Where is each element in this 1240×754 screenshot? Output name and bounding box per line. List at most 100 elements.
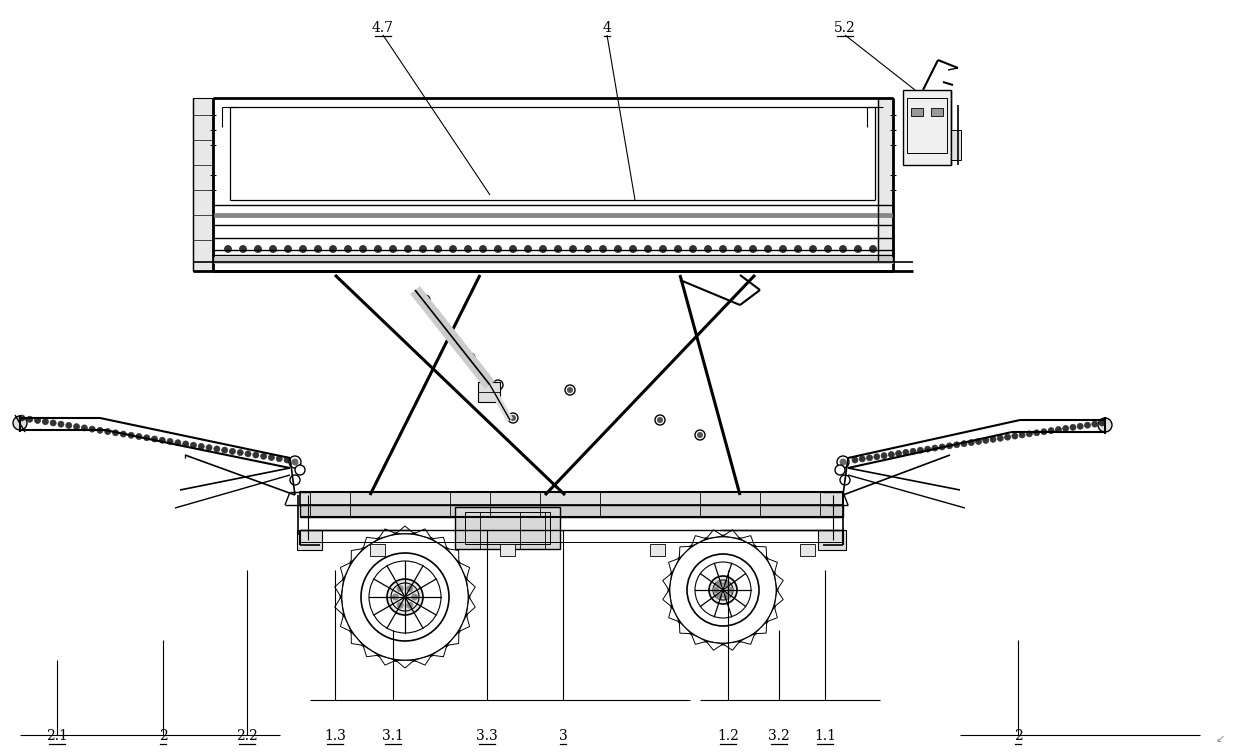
Circle shape [58,421,64,428]
Circle shape [810,246,816,253]
Polygon shape [774,573,784,590]
Circle shape [765,246,771,253]
Circle shape [584,246,591,253]
Text: 2.1: 2.1 [46,729,68,743]
Polygon shape [459,615,470,632]
Circle shape [19,415,25,421]
Circle shape [903,449,909,455]
Circle shape [835,465,844,475]
Polygon shape [680,622,691,633]
Bar [193,98,213,271]
Circle shape [694,430,706,440]
Polygon shape [446,549,459,562]
Circle shape [330,246,336,253]
Circle shape [136,434,141,440]
Circle shape [1040,429,1047,435]
Circle shape [657,418,662,422]
Circle shape [645,246,651,253]
Circle shape [144,435,150,441]
Circle shape [360,246,367,253]
Circle shape [295,465,305,475]
Circle shape [246,451,250,457]
Polygon shape [378,655,396,665]
Circle shape [882,452,887,458]
Circle shape [82,425,87,431]
Circle shape [839,459,846,465]
Circle shape [12,416,27,430]
Circle shape [237,449,243,455]
Text: 1.2: 1.2 [717,729,739,743]
Circle shape [1091,421,1097,427]
Circle shape [159,437,165,443]
Circle shape [50,420,56,426]
Text: 3: 3 [559,729,568,743]
Circle shape [839,475,849,485]
Polygon shape [414,655,432,665]
Circle shape [495,246,501,253]
Text: 4.7: 4.7 [372,21,394,35]
Circle shape [387,579,423,615]
Text: 2: 2 [1013,729,1022,743]
Circle shape [374,246,382,253]
Circle shape [404,246,412,253]
Circle shape [167,439,174,444]
Circle shape [268,455,274,461]
Circle shape [191,442,196,448]
Circle shape [1099,420,1105,426]
Circle shape [389,246,397,253]
Bar [906,98,947,153]
Circle shape [480,246,486,253]
Polygon shape [755,622,766,633]
Polygon shape [680,547,691,558]
Circle shape [253,452,259,458]
Text: 3.3: 3.3 [476,729,498,743]
Circle shape [983,437,988,443]
Circle shape [867,455,873,461]
Polygon shape [351,632,363,645]
Circle shape [1012,433,1018,439]
Circle shape [825,246,832,253]
Circle shape [175,440,181,446]
Text: 2: 2 [159,729,167,743]
Circle shape [852,457,858,463]
Polygon shape [341,615,351,632]
Circle shape [839,246,847,253]
Circle shape [198,443,205,449]
Bar [465,512,551,544]
Polygon shape [414,529,432,539]
Circle shape [206,445,212,451]
Bar [818,530,846,550]
Circle shape [407,586,413,592]
Circle shape [269,246,277,253]
Circle shape [968,440,975,446]
Circle shape [277,455,283,461]
Circle shape [434,246,441,253]
Polygon shape [707,530,723,538]
Circle shape [997,435,1003,441]
Circle shape [222,447,228,453]
Circle shape [290,475,300,485]
Polygon shape [668,558,680,573]
Circle shape [465,353,475,363]
Polygon shape [707,642,723,650]
Polygon shape [432,538,446,549]
Circle shape [946,443,952,449]
Circle shape [990,437,996,443]
Circle shape [392,594,398,600]
Polygon shape [691,633,707,645]
Bar [800,544,815,556]
Circle shape [1070,425,1076,431]
Circle shape [73,424,79,430]
Bar [878,98,893,261]
Circle shape [284,246,291,253]
Polygon shape [396,526,414,534]
Circle shape [630,246,636,253]
Circle shape [1019,432,1025,438]
Polygon shape [723,642,740,650]
Circle shape [704,246,712,253]
Circle shape [895,450,901,456]
Text: 1.3: 1.3 [324,729,346,743]
Circle shape [1034,430,1039,436]
Circle shape [213,446,219,452]
Circle shape [229,449,236,455]
